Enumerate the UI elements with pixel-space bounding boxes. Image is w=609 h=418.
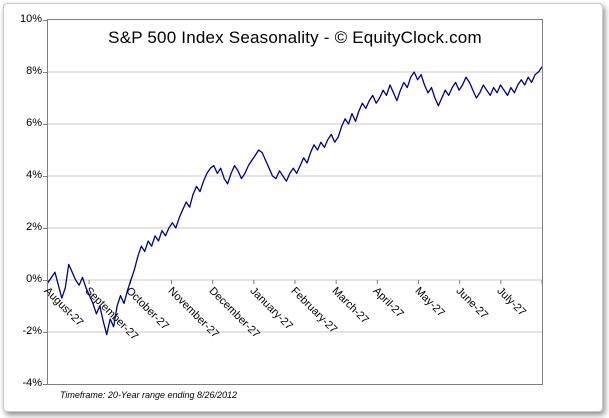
seasonality-line: [48, 66, 542, 336]
y-axis-tick: [43, 384, 47, 385]
y-tick-label: 10%: [19, 13, 42, 25]
y-axis-tick: [43, 176, 47, 177]
y-axis-tick: [43, 20, 47, 21]
y-tick-label: -4%: [22, 377, 42, 389]
y-tick-label: 8%: [26, 65, 42, 77]
y-tick-label: 0%: [26, 273, 42, 285]
y-tick-label: 6%: [26, 117, 42, 129]
y-axis-tick: [43, 228, 47, 229]
y-tick-label: 2%: [26, 221, 42, 233]
chart-frame: S&P 500 Index Seasonality - © EquityCloc…: [3, 3, 603, 412]
chart-title: S&P 500 Index Seasonality - © EquityCloc…: [108, 28, 482, 47]
y-tick-label: -2%: [22, 325, 42, 337]
y-tick-label: 4%: [26, 169, 42, 181]
timeframe-note: Timeframe: 20-Year range ending 8/26/201…: [60, 390, 238, 400]
y-axis-tick: [43, 72, 47, 73]
seasonality-plot-svg: [48, 66, 542, 336]
y-axis-tick: [43, 332, 47, 333]
y-axis-tick: [43, 124, 47, 125]
y-axis-tick: [43, 280, 47, 281]
plot-area: [47, 19, 543, 385]
